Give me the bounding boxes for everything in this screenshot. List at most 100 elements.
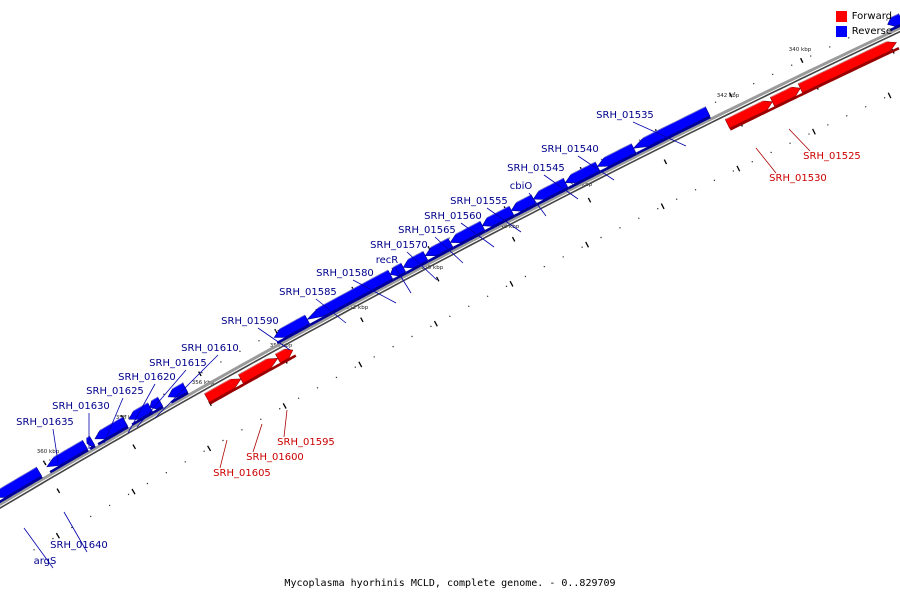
gene-reverse[interactable] [387,262,407,282]
forward-swatch [835,11,847,22]
gene-label-reverse[interactable]: SRH_01630 [52,401,110,412]
lower-tick [131,488,136,495]
gene-forward[interactable] [237,353,282,386]
gene-reverse[interactable] [422,237,454,263]
tick-label: 340 kbp [789,47,812,53]
leader-line [486,207,522,233]
leader-line [460,222,495,248]
gene-reverse[interactable] [631,106,711,155]
gene-depth [243,362,282,386]
gene-label-reverse[interactable]: SRH_01565 [398,225,456,236]
minor-tick-lower [827,124,829,126]
gene-label-forward[interactable]: SRH_01595 [277,437,335,448]
gene-label-reverse[interactable]: cbiO [510,181,533,192]
gene-label-reverse[interactable]: SRH_01620 [118,372,176,383]
leader-line [136,369,187,428]
label-layer: SRH_01535 SRH_01540 SRH_01545 cbiOSRH_01555… [16,110,861,569]
lower-tick [812,128,816,135]
gene-reverse[interactable] [165,382,189,404]
minor-tick [867,28,869,30]
gene-label-reverse[interactable]: SRH_01580 [316,268,374,279]
gene-label-reverse[interactable]: SRH_01610 [181,343,239,354]
gene-label-reverse[interactable]: SRH_01560 [424,211,482,222]
gene-reverse[interactable] [0,466,43,504]
gene-body [769,86,801,107]
gene-label-forward[interactable]: SRH_01600 [246,452,304,463]
leader-line [394,266,412,294]
gene-label-reverse[interactable]: SRH_01635 [16,417,74,428]
minor-tick-lower [657,208,659,210]
leader-line [219,439,228,469]
minor-tick [258,340,260,342]
leader-line [154,354,219,419]
gene-forward[interactable] [724,96,776,131]
gene-label-forward[interactable]: SRH_01530 [769,173,827,184]
gene-forward[interactable] [274,345,297,365]
gene-depth [427,246,454,263]
gene-label-forward[interactable]: SRH_01525 [803,151,861,162]
minor-tick [201,371,203,374]
gene-label-reverse[interactable]: SRH_01555 [450,196,508,207]
lower-major-tick [56,488,61,494]
gene-depth [889,24,900,32]
lower-tick [660,203,665,210]
minor-tick-lower [33,549,35,551]
gene-label-forward[interactable]: SRH_01605 [213,468,271,479]
gene-label-reverse[interactable]: SRH_01545 [507,163,565,174]
gene-highlight [304,269,389,316]
major-tick [42,460,47,466]
gene-depth [802,47,900,96]
gene-depth [535,187,569,206]
gene-forward[interactable] [769,83,804,109]
tick-label: 352 kbp [346,305,369,311]
gene-reverse[interactable] [44,439,89,474]
gene-reverse[interactable] [126,402,154,426]
tick-label: 356 kbp [192,380,215,386]
gene-label-reverse[interactable]: SRH_01640 [50,540,108,551]
minor-tick-lower [694,189,697,191]
gene-label-reverse[interactable]: SRH_01535 [596,110,654,121]
gene-label-reverse[interactable]: SRH_01540 [541,144,599,155]
gene-depth [0,475,43,504]
gene-body [724,100,773,129]
minor-tick-lower [619,227,621,229]
gene-label-reverse[interactable]: SRH_01585 [279,287,337,298]
gene-depth [484,215,515,233]
gene-highlight [508,194,532,207]
gene-highlight [422,237,449,252]
gene-label-reverse[interactable]: SRH_01590 [221,316,279,327]
gene-forward[interactable] [797,37,900,96]
gene-highlight [724,96,771,120]
gene-label-reverse[interactable]: recR [376,255,399,266]
gene-highlight [0,466,37,490]
minor-tick [771,73,774,76]
axis-shadow [0,30,900,510]
reverse-swatch [835,26,847,37]
leader-line [577,155,615,181]
minor-tick-lower [297,397,300,399]
gene-reverse[interactable] [562,161,601,190]
gene-highlight [447,220,481,239]
gene-label-reverse[interactable]: SRH_01570 [370,240,428,251]
gene-depth [209,383,245,405]
minor-tick-lower [468,305,470,307]
minor-tick-lower [354,366,357,368]
gene-reverse[interactable] [147,396,164,414]
minor-tick [714,101,717,103]
gene-reverse[interactable] [885,13,900,32]
leader-line [127,383,156,434]
gene-depth [152,405,164,414]
gene-label-reverse[interactable]: SRH_01615 [149,358,207,369]
minor-tick [752,82,755,85]
leader-line [252,423,263,453]
minor-tick [125,415,127,417]
minor-tick-lower [600,236,602,239]
gene-forward[interactable] [204,374,245,405]
gene-label-reverse[interactable]: SRH_01625 [86,386,144,397]
gene-depth [170,391,189,404]
leader-line [434,236,464,264]
legend: Forward Reverse [835,9,892,39]
minor-tick [48,459,51,461]
gene-label-reverse[interactable]: argS [34,556,57,567]
